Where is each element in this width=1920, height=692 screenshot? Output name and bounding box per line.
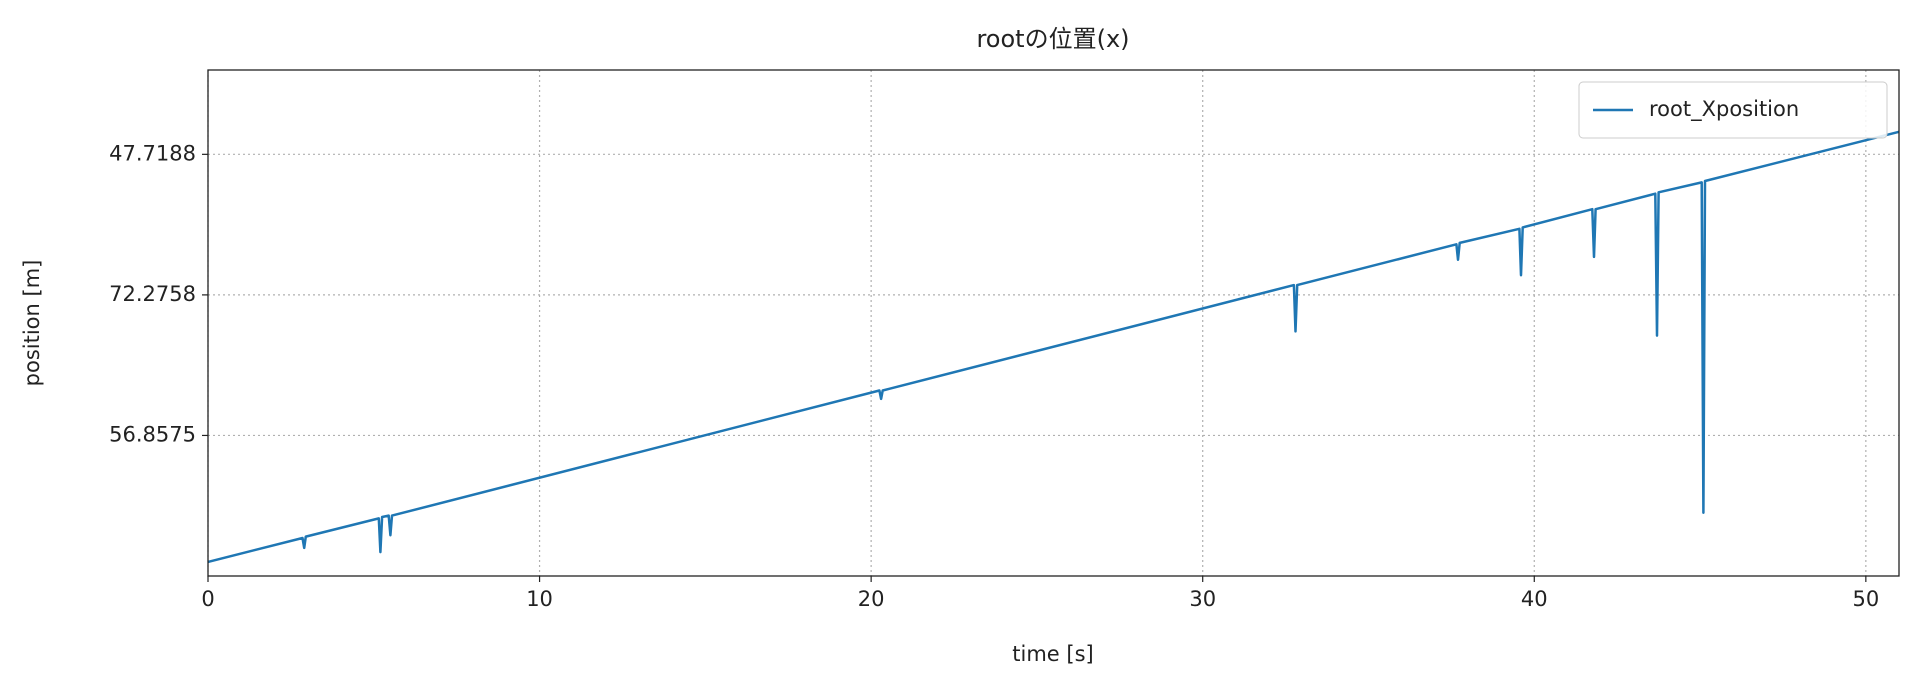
x-tick-label: 40: [1521, 587, 1548, 611]
chart-title: rootの位置(x): [976, 25, 1129, 53]
x-tick-label: 30: [1189, 587, 1216, 611]
x-axis-label: time [s]: [1012, 642, 1093, 666]
x-tick-label: 10: [526, 587, 553, 611]
y-tick-label: 56.8575: [109, 422, 196, 446]
data-line: [207, 130, 1900, 564]
y-tick-label: 72.2758: [109, 282, 196, 306]
legend-label: root_Xposition: [1649, 97, 1799, 122]
y-tick-label: 47.7188: [109, 141, 196, 165]
x-tick-label: 20: [858, 587, 885, 611]
x-tick-label: 50: [1852, 587, 1879, 611]
y-axis-label: position [m]: [20, 260, 44, 387]
plot-frame: [207, 69, 1900, 577]
legend-box: [1578, 81, 1888, 139]
x-tick-label: 0: [201, 587, 214, 611]
